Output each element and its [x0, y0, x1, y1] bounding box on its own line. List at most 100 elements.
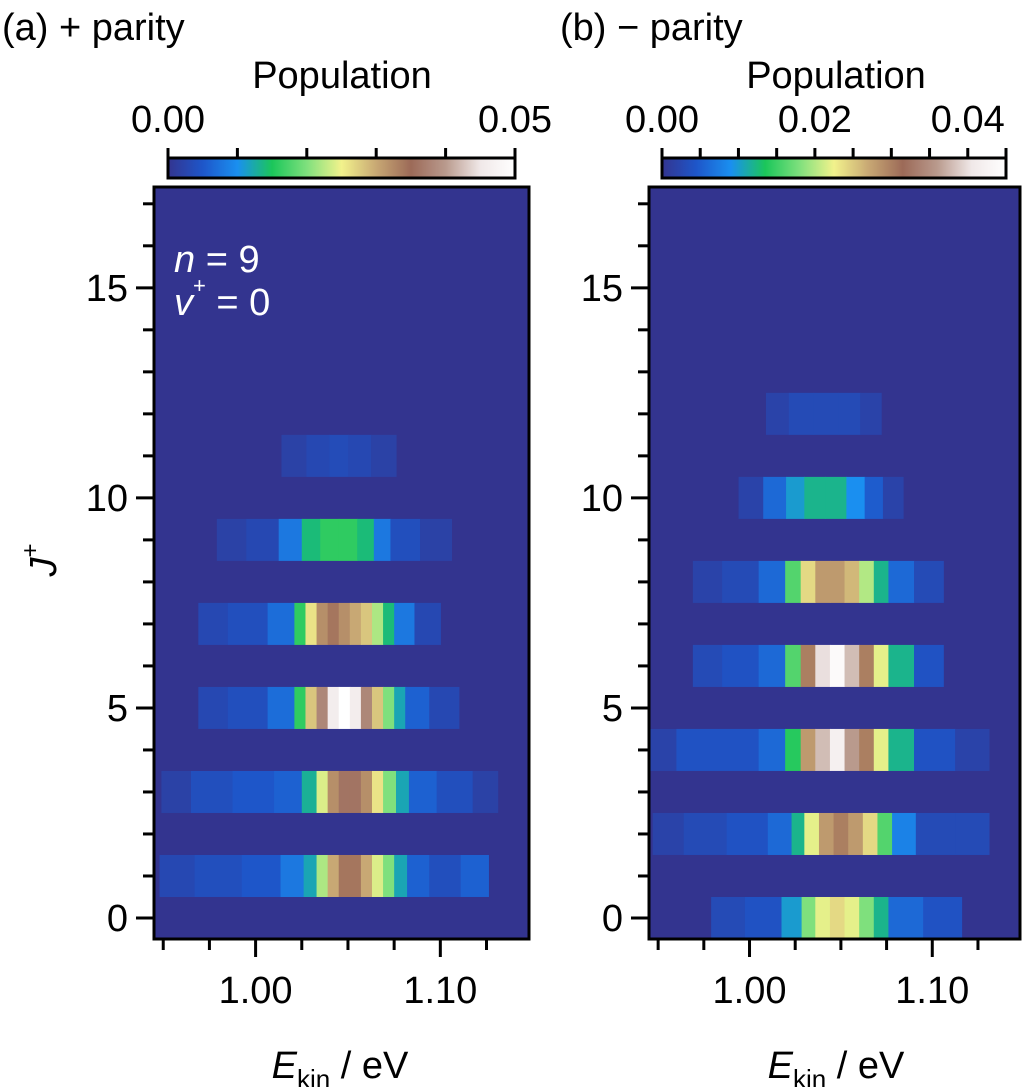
heatmap-cell	[652, 812, 685, 855]
heatmap-cell	[232, 770, 275, 813]
panel-b-title: (b) − parity	[560, 7, 743, 49]
svg-text:Ekin / eV: Ekin / eV	[272, 1045, 409, 1087]
heatmap-cell	[383, 602, 395, 645]
y-tick-label: 15	[581, 268, 623, 310]
plot-frame	[647, 185, 1022, 941]
heatmap-cell	[198, 602, 229, 645]
heatmap-cell	[813, 392, 839, 435]
heatmap-cell	[804, 812, 820, 855]
heatmap-cell	[159, 854, 196, 897]
heatmap-cell	[829, 560, 846, 603]
heatmap-cell	[316, 854, 329, 897]
plot-frame	[152, 185, 531, 941]
heatmap-cell	[955, 728, 990, 771]
heatmap-cell	[316, 686, 329, 729]
heatmap-cell	[722, 560, 760, 603]
heatmap-cell	[267, 602, 295, 645]
heatmap-cell	[383, 770, 397, 813]
heatmap-cell	[833, 812, 849, 855]
heatmap-cell	[838, 392, 861, 435]
y-tick-label: 5	[602, 688, 623, 730]
heatmap-cell	[394, 686, 406, 729]
heatmap-cell	[692, 560, 723, 603]
heatmap-cell	[818, 812, 835, 855]
heatmap-cell	[892, 812, 917, 855]
heatmap-cell	[955, 812, 990, 855]
heatmap-cell	[327, 770, 340, 813]
heatmap-cell	[216, 518, 247, 561]
heatmap-cell	[349, 686, 362, 729]
heatmap-cell	[788, 392, 815, 435]
heatmap-cell	[373, 518, 392, 561]
heatmap-cell	[338, 518, 358, 561]
heatmap-cell	[873, 560, 890, 603]
heatmap-cell	[781, 896, 803, 939]
heatmap-cell	[882, 476, 904, 519]
panel-b-colorbar-label: Population	[746, 55, 926, 97]
heatmap-cell	[347, 434, 372, 477]
colorbar-tick-label: 0.04	[931, 99, 1005, 141]
heatmap-cell	[338, 602, 351, 645]
heatmap-cell	[877, 812, 893, 855]
heatmap-cell	[683, 812, 728, 855]
heatmap-cell	[815, 728, 831, 771]
heatmap-cell	[429, 854, 462, 897]
heatmap-cell	[711, 896, 746, 939]
heatmap-cell	[859, 560, 875, 603]
heatmap-cell	[800, 560, 816, 603]
annotation-v: v+ = 0	[174, 273, 270, 324]
heatmap-cell	[349, 770, 362, 813]
heatmap-cell	[860, 392, 882, 435]
svg-text:J+: J+	[17, 543, 65, 577]
heatmap-cell	[198, 686, 229, 729]
y-tick-label: 10	[86, 478, 128, 520]
heatmap-cell	[316, 602, 329, 645]
heatmap-cell	[349, 602, 362, 645]
panel-b-colorbar-tick-labels: 0.00 0.02 0.04	[625, 99, 1005, 141]
x-tick-label: 1.10	[895, 970, 969, 1012]
heatmap-cell	[786, 476, 805, 519]
heatmap-cell	[329, 434, 349, 477]
heatmap-cell	[744, 896, 783, 939]
heatmap-cell	[914, 644, 944, 687]
heatmap-cell	[305, 686, 318, 729]
annotation-n: n = 9	[174, 239, 260, 281]
heatmap-cell	[785, 560, 802, 603]
heatmap-cell	[429, 686, 460, 729]
panel-b-plot: 0 5 10 15 1.00 1.10	[581, 185, 1022, 1012]
heatmap-cell	[316, 770, 329, 813]
heatmap-cell	[844, 896, 860, 939]
heatmap-cell	[915, 812, 956, 855]
heatmap-cell	[738, 476, 764, 519]
heatmap-cell	[785, 728, 802, 771]
heatmap-cell	[338, 770, 351, 813]
heatmap-cell	[758, 728, 786, 771]
heatmap-cell	[294, 686, 307, 729]
heatmap-cell	[804, 476, 826, 519]
heatmap-cell	[371, 854, 384, 897]
heatmap-cell	[859, 644, 875, 687]
heatmap-cell	[859, 728, 875, 771]
heatmap-cell	[420, 518, 453, 561]
heatmap-cell	[825, 476, 847, 519]
x-tick-label: 1.10	[403, 970, 477, 1012]
heatmap-cell	[227, 602, 269, 645]
heatmap-cell	[888, 728, 915, 771]
heatmap-cell	[815, 560, 831, 603]
heatmap-cell	[394, 602, 416, 645]
heatmap-cell	[161, 770, 192, 813]
panel-b-x-axis-title: Ekin / eV	[768, 1045, 905, 1087]
heatmap-cell	[873, 896, 890, 939]
heatmap-cell	[371, 434, 397, 477]
heatmap-cell	[320, 518, 340, 561]
panel-b-colorbar	[660, 148, 1008, 180]
colorbar-tick-label: 0.00	[625, 99, 699, 141]
heatmap-cell	[360, 602, 373, 645]
heatmap-cell	[396, 770, 410, 813]
heatmap-cell	[460, 854, 489, 897]
heatmap-cell	[758, 644, 786, 687]
panel-a-y-axis-title: J+	[17, 543, 65, 577]
heatmap-cell	[801, 896, 816, 939]
heatmap-cell	[383, 686, 395, 729]
heatmap-cell	[864, 476, 884, 519]
